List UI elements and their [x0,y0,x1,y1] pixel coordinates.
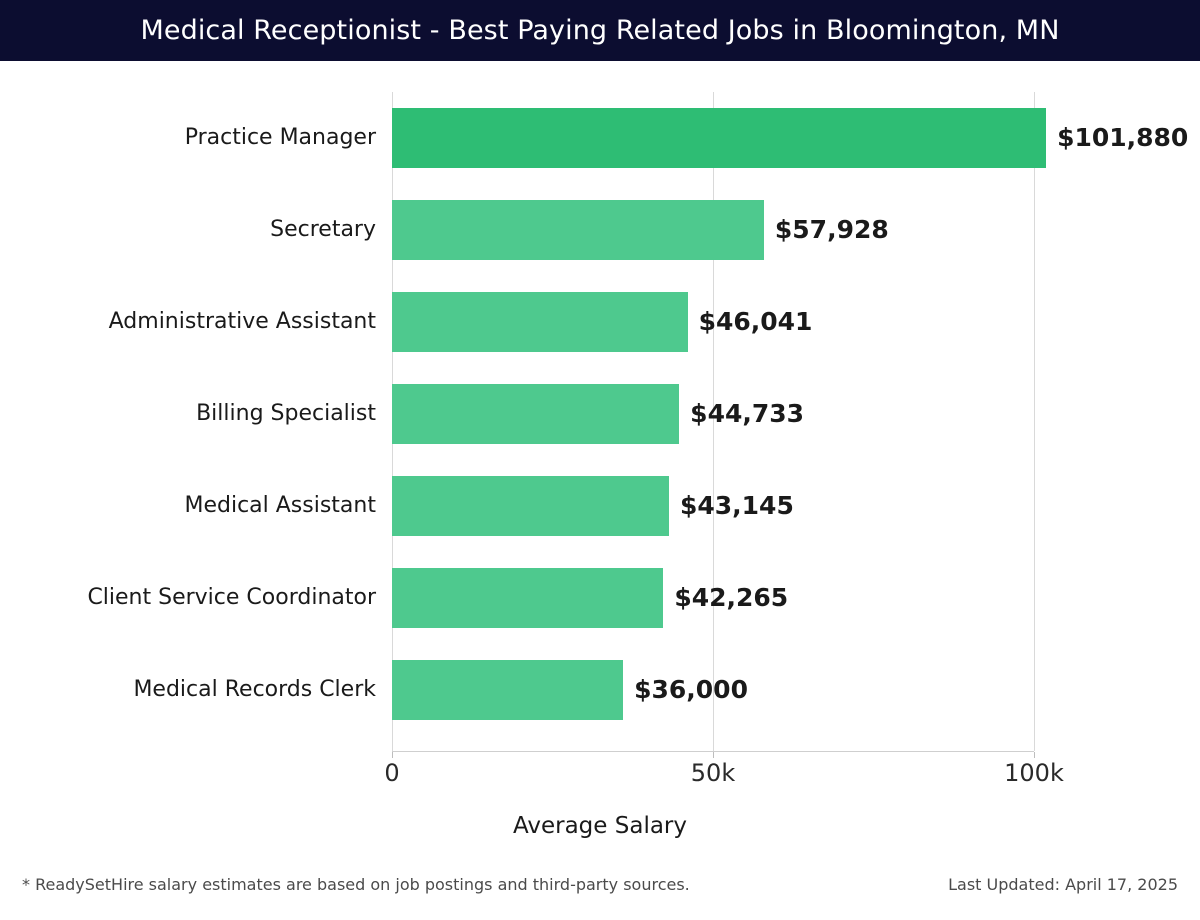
category-label: Administrative Assistant [108,309,376,334]
category-label-row: Medical Records Clerk [0,644,392,736]
bar-value-label: $36,000 [634,675,748,704]
bar[interactable] [392,200,764,260]
category-label-row: Administrative Assistant [0,276,392,368]
gridline [1034,92,1035,751]
footer-disclaimer: * ReadySetHire salary estimates are base… [22,875,690,894]
category-label-row: Billing Specialist [0,368,392,460]
category-label: Client Service Coordinator [87,585,376,610]
x-tick-label: 50k [690,759,736,787]
category-label: Secretary [270,217,376,242]
tick-mark [713,752,714,758]
gridline [713,92,714,751]
bar-row[interactable]: $43,145 [392,460,1034,552]
x-axis-title: Average Salary [512,813,687,839]
bar-value-label: $43,145 [679,491,794,520]
bar-row[interactable]: $101,880 [392,92,1188,184]
x-axis-line [392,751,1034,752]
bar[interactable] [392,568,664,628]
bar-row[interactable]: $44,733 [392,368,1034,460]
category-label: Medical Records Clerk [133,677,376,702]
bar-value-label: $101,880 [1057,123,1189,152]
category-label: Practice Manager [184,125,376,150]
bar[interactable] [392,292,688,352]
x-tick-label: 0 [384,759,400,787]
bar[interactable] [392,476,669,536]
category-label-row: Client Service Coordinator [0,552,392,644]
bar-value-label: $46,041 [698,307,813,336]
bar[interactable] [392,660,624,720]
category-label-row: Secretary [0,184,392,276]
category-label: Medical Assistant [184,493,376,518]
x-tick-label: 100k [1004,759,1064,787]
page-title: Medical Receptionist - Best Paying Relat… [140,15,1060,46]
bar-row[interactable]: $42,265 [392,552,1034,644]
category-label-row: Practice Manager [0,92,392,184]
footer-last-updated: Last Updated: April 17, 2025 [948,875,1178,894]
tick-mark [1034,752,1035,758]
bar-chart: $101,880 $57,928 $46,041 $44,733 $43,145 $42,… [0,61,1200,851]
footer: * ReadySetHire salary estimates are base… [0,875,1200,920]
bar-value-label: $44,733 [690,399,805,428]
category-label: Billing Specialist [196,401,376,426]
bar-row[interactable]: $36,000 [392,644,1034,736]
bar-row[interactable]: $57,928 [392,184,1034,276]
bar-row[interactable]: $46,041 [392,276,1034,368]
bar[interactable] [392,384,680,444]
bar[interactable] [392,108,1047,168]
tick-mark [392,752,393,758]
plot-area: $101,880 $57,928 $46,041 $44,733 $43,145 $42,… [392,92,1188,758]
bar-value-label: $42,265 [674,583,789,612]
header-bar: Medical Receptionist - Best Paying Relat… [0,0,1200,61]
bar-value-label: $57,928 [774,215,889,244]
category-label-row: Medical Assistant [0,460,392,552]
